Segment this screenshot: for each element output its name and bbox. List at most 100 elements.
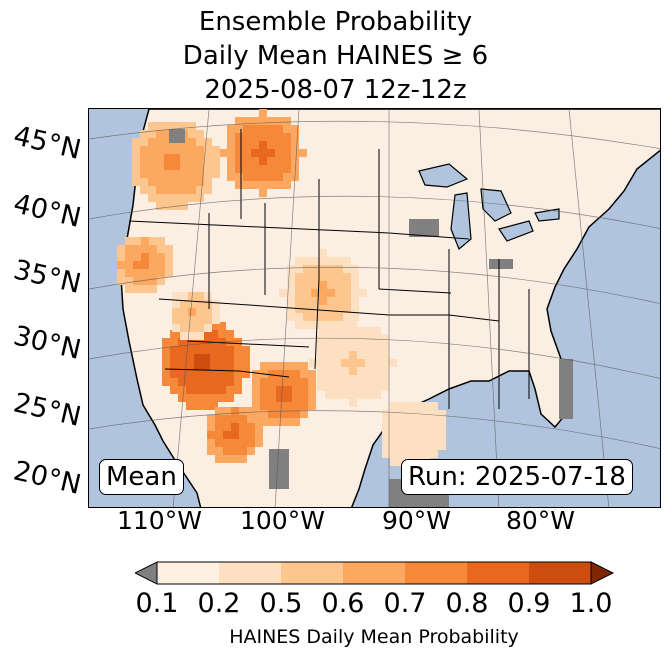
probability-cell (125, 261, 133, 269)
probability-cell (162, 338, 170, 346)
probability-cell (196, 300, 204, 308)
probability-cell (295, 297, 303, 305)
probability-cell (162, 346, 170, 354)
probability-cell (390, 434, 398, 442)
probability-cell (284, 418, 292, 426)
colorbar-tick: 0.8 (445, 588, 489, 619)
probability-cell (186, 346, 194, 354)
probability-cell (276, 386, 284, 394)
probability-cell (227, 165, 235, 173)
probability-cell (180, 162, 188, 170)
probability-cell (333, 351, 341, 359)
probability-cell (382, 418, 390, 426)
probability-cell (212, 300, 220, 308)
probability-cell (259, 181, 267, 189)
probability-cell (210, 346, 218, 354)
colorbar-outline (156, 561, 592, 585)
probability-cell (242, 346, 250, 354)
probability-cell (117, 261, 125, 269)
probability-cell (430, 418, 438, 426)
probability-cell (164, 194, 172, 202)
probability-cell (438, 442, 446, 450)
probability-cell (235, 181, 243, 189)
probability-cell (178, 362, 186, 370)
probability-cell (303, 313, 311, 321)
probability-cell (438, 410, 446, 418)
probability-cell (292, 402, 300, 410)
probability-cell (268, 410, 276, 418)
probability-cell (117, 245, 125, 253)
probability-cell (357, 383, 365, 391)
probability-cell (188, 162, 196, 170)
probability-cell (327, 289, 335, 297)
probability-cell (186, 378, 194, 386)
probability-cell (140, 154, 148, 162)
probability-cell (365, 351, 373, 359)
probability-cell (268, 402, 276, 410)
probability-cell (180, 332, 188, 340)
probability-cell (204, 186, 212, 194)
probability-cell (140, 162, 148, 170)
probability-cell (284, 410, 292, 418)
probability-cell (243, 125, 251, 133)
probability-cell (373, 359, 381, 367)
probability-cell (251, 149, 259, 157)
probability-cell (341, 343, 349, 351)
lat-label-25: 25°N (10, 387, 84, 433)
probability-cell (287, 297, 295, 305)
probability-cell (284, 370, 292, 378)
probability-cell (132, 154, 140, 162)
below-threshold-cell (269, 449, 289, 489)
state-borders (128, 129, 530, 409)
probability-cell (311, 305, 319, 313)
probability-cell (430, 410, 438, 418)
probability-cell (172, 292, 180, 300)
probability-cell (343, 273, 351, 281)
probability-cell (333, 359, 341, 367)
map-panel: Mean Run: 2025-07-18 (88, 108, 661, 508)
probability-cell (422, 434, 430, 442)
probability-cell (357, 351, 365, 359)
colorbar-over-arrow (590, 561, 615, 585)
probability-cell (317, 359, 325, 367)
probability-cell (117, 277, 125, 285)
colorbar-tick: 0.7 (383, 588, 427, 619)
probability-cell (243, 133, 251, 141)
probability-cell (140, 186, 148, 194)
probability-cell (406, 402, 414, 410)
probability-cell (279, 289, 287, 297)
probability-cell (157, 253, 165, 261)
probability-cell (227, 141, 235, 149)
probability-cell (223, 423, 231, 431)
probability-cell (172, 186, 180, 194)
probability-cell (218, 346, 226, 354)
probability-cell (268, 418, 276, 426)
lat-label-20: 20°N (10, 455, 84, 501)
probability-cell (162, 354, 170, 362)
probability-cell (260, 386, 268, 394)
probability-cell (259, 149, 267, 157)
probability-cell (295, 281, 303, 289)
probability-cell (365, 383, 373, 391)
probability-cell (260, 402, 268, 410)
probability-cell (234, 362, 242, 370)
probability-cell (260, 410, 268, 418)
colorbar-segment (219, 562, 281, 584)
probability-cell (227, 133, 235, 141)
probability-cell (231, 407, 239, 415)
probability-cell (319, 249, 327, 257)
probability-cell (215, 407, 223, 415)
probability-cell (164, 154, 172, 162)
below-threshold-cell (559, 359, 573, 419)
probability-cell (357, 375, 365, 383)
probability-cell (373, 391, 381, 399)
probability-cell (194, 370, 202, 378)
probability-cell (235, 125, 243, 133)
probability-cell (194, 346, 202, 354)
probability-cell (239, 415, 247, 423)
probability-cell (255, 415, 263, 423)
probability-cell (319, 289, 327, 297)
probability-cell (398, 402, 406, 410)
probability-cell (239, 431, 247, 439)
probability-cell (188, 324, 196, 332)
